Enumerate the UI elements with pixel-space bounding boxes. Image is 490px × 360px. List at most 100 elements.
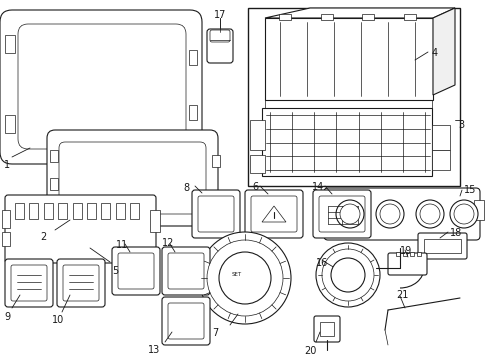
Bar <box>410 252 414 256</box>
Bar <box>15 203 24 219</box>
Text: 3: 3 <box>458 120 464 130</box>
Bar <box>432 150 450 170</box>
Bar <box>116 203 124 219</box>
Bar <box>265 18 433 100</box>
Text: 4: 4 <box>432 48 438 58</box>
FancyBboxPatch shape <box>59 142 206 214</box>
Ellipse shape <box>454 204 474 224</box>
FancyBboxPatch shape <box>388 253 427 275</box>
Bar <box>189 105 197 120</box>
FancyBboxPatch shape <box>162 247 210 295</box>
Ellipse shape <box>207 240 283 316</box>
Ellipse shape <box>199 232 291 324</box>
Bar <box>417 252 421 256</box>
Ellipse shape <box>219 252 271 304</box>
Ellipse shape <box>331 258 365 292</box>
Bar <box>55 150 70 160</box>
Bar <box>262 108 432 176</box>
Text: 21: 21 <box>396 290 408 300</box>
Ellipse shape <box>316 243 380 307</box>
Bar <box>5 115 15 133</box>
Bar <box>424 239 461 253</box>
FancyBboxPatch shape <box>162 297 210 345</box>
Text: 12: 12 <box>162 238 174 248</box>
FancyBboxPatch shape <box>0 10 202 164</box>
FancyBboxPatch shape <box>118 253 154 289</box>
Bar <box>95 150 110 160</box>
Text: 8: 8 <box>183 183 189 193</box>
FancyBboxPatch shape <box>112 247 160 295</box>
Text: 17: 17 <box>214 10 226 20</box>
Text: 2: 2 <box>40 232 46 242</box>
FancyBboxPatch shape <box>251 196 297 232</box>
Bar <box>362 14 374 20</box>
Text: 16: 16 <box>316 258 328 268</box>
FancyBboxPatch shape <box>168 303 204 339</box>
FancyBboxPatch shape <box>314 316 340 342</box>
Text: 14: 14 <box>312 182 324 192</box>
Ellipse shape <box>416 200 444 228</box>
Bar <box>279 14 291 20</box>
FancyBboxPatch shape <box>5 195 156 263</box>
Polygon shape <box>433 8 455 95</box>
Text: 6: 6 <box>252 182 258 192</box>
Bar <box>404 14 416 20</box>
FancyBboxPatch shape <box>18 24 186 149</box>
Bar <box>101 203 110 219</box>
Bar <box>130 203 139 219</box>
Bar <box>140 150 155 160</box>
Text: 15: 15 <box>464 185 476 195</box>
Bar <box>50 150 58 162</box>
Bar <box>44 203 53 219</box>
Bar <box>5 35 15 53</box>
Bar <box>320 322 334 336</box>
Bar <box>432 125 450 150</box>
FancyBboxPatch shape <box>168 253 204 289</box>
Bar <box>50 178 58 190</box>
Text: 19: 19 <box>400 246 412 256</box>
Text: SET: SET <box>232 271 242 276</box>
FancyBboxPatch shape <box>210 30 230 42</box>
Text: 1: 1 <box>4 160 10 170</box>
Ellipse shape <box>336 200 364 228</box>
Polygon shape <box>265 8 455 18</box>
FancyBboxPatch shape <box>418 233 467 259</box>
Ellipse shape <box>420 204 440 224</box>
Bar <box>58 203 67 219</box>
Text: 11: 11 <box>116 240 128 250</box>
Text: 5: 5 <box>112 266 118 276</box>
Text: 13: 13 <box>148 345 160 355</box>
FancyBboxPatch shape <box>47 130 218 226</box>
Bar <box>212 155 220 167</box>
Text: 18: 18 <box>450 228 462 238</box>
Bar <box>403 252 407 256</box>
Ellipse shape <box>376 200 404 228</box>
FancyBboxPatch shape <box>57 259 105 307</box>
Ellipse shape <box>450 200 478 228</box>
Bar <box>87 203 96 219</box>
Bar <box>474 200 484 220</box>
FancyBboxPatch shape <box>207 29 233 63</box>
Bar <box>29 203 38 219</box>
FancyBboxPatch shape <box>192 190 240 238</box>
FancyBboxPatch shape <box>5 259 53 307</box>
Bar <box>2 210 10 228</box>
Bar <box>320 14 333 20</box>
Ellipse shape <box>380 204 400 224</box>
FancyBboxPatch shape <box>245 190 303 238</box>
Bar <box>248 8 460 186</box>
Bar <box>396 252 400 256</box>
Text: 7: 7 <box>212 328 218 338</box>
Bar <box>2 232 10 246</box>
Ellipse shape <box>340 204 360 224</box>
Text: 9: 9 <box>4 312 10 322</box>
FancyBboxPatch shape <box>324 188 480 240</box>
FancyBboxPatch shape <box>319 196 365 232</box>
Bar <box>150 210 160 232</box>
Text: 20: 20 <box>304 346 317 356</box>
Bar <box>189 50 197 65</box>
Text: 10: 10 <box>52 315 64 325</box>
Ellipse shape <box>322 249 374 301</box>
FancyBboxPatch shape <box>63 265 99 301</box>
FancyBboxPatch shape <box>313 190 371 238</box>
